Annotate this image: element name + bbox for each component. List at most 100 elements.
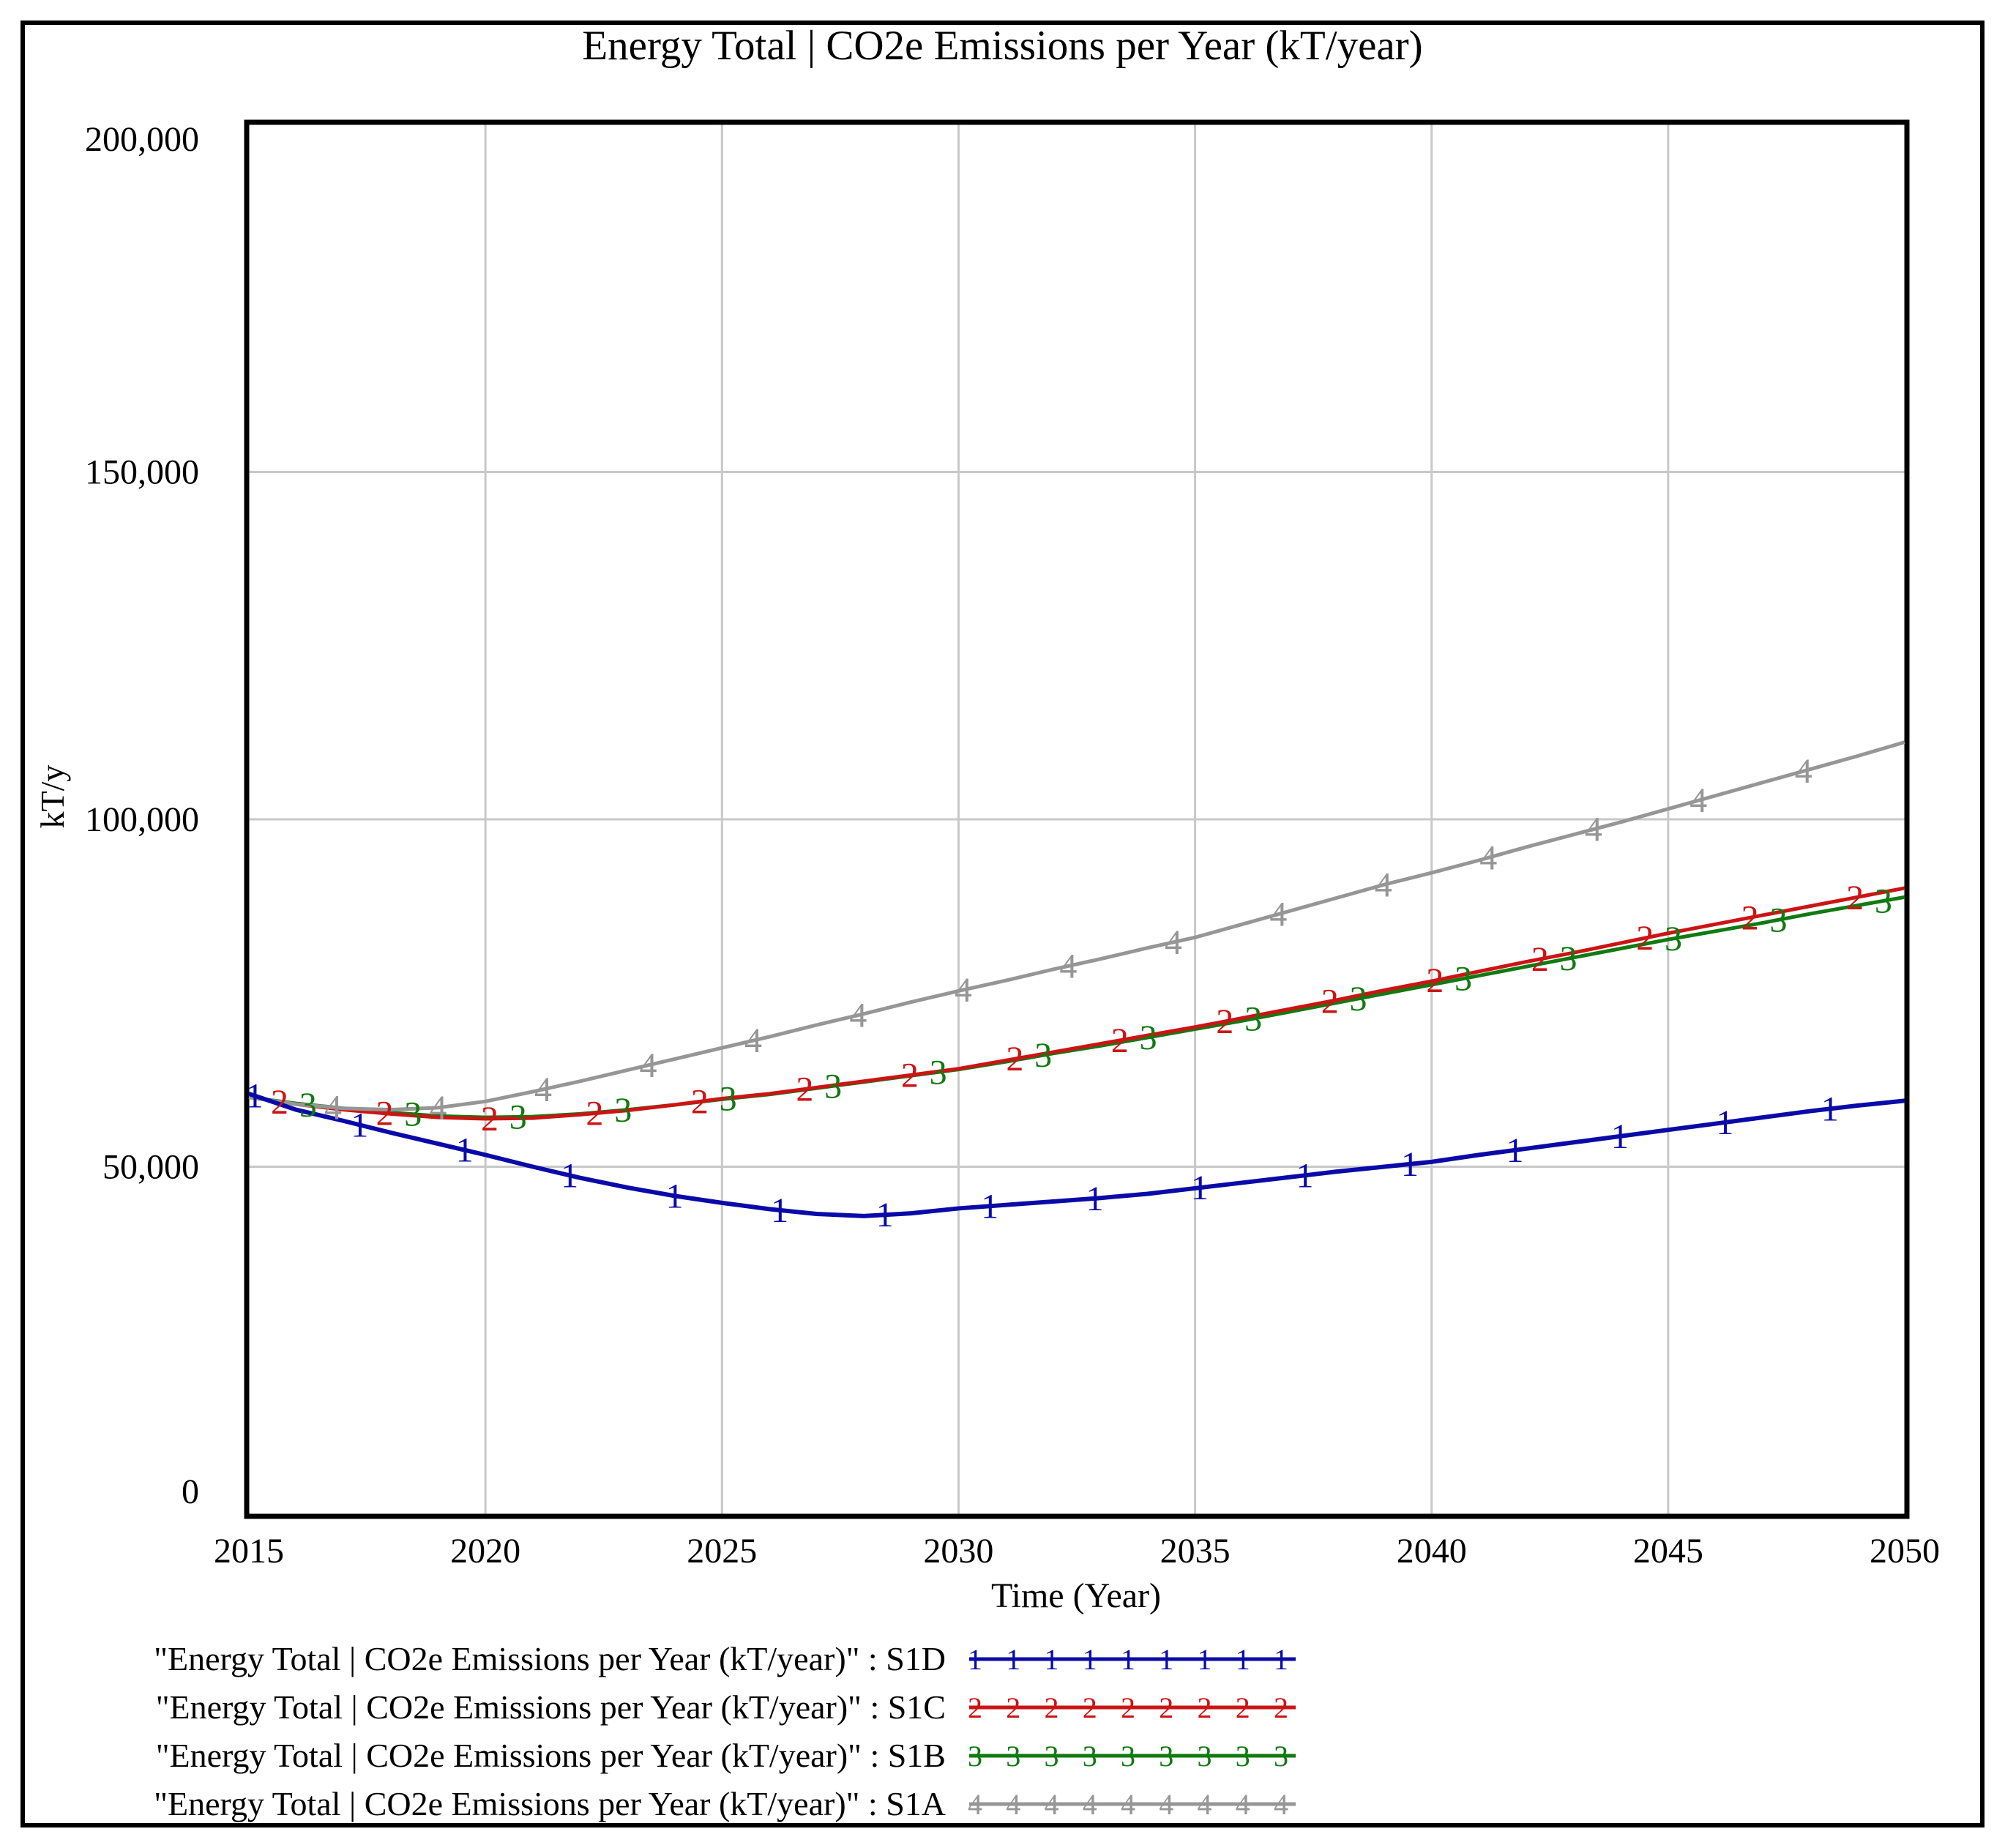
series-marker-S1A: 4 <box>639 1046 657 1085</box>
series-marker-S1D: 1 <box>876 1196 894 1234</box>
series-marker-S1B: 3 <box>1455 960 1472 999</box>
series-marker-S1A: 4 <box>430 1089 447 1128</box>
series-marker-S1C: 2 <box>901 1056 919 1095</box>
series-marker-S1D: 1 <box>456 1131 474 1170</box>
series-marker-S1A: 4 <box>1585 811 1602 849</box>
series-marker-S1C: 2 <box>691 1083 709 1122</box>
series-marker-S1C: 2 <box>586 1095 603 1133</box>
series-marker-S1C: 2 <box>796 1070 813 1109</box>
series-marker-S1D: 1 <box>1506 1131 1523 1170</box>
legend-marker-S1D: 1 <box>1083 1643 1097 1676</box>
legend-marker-S1A: 4 <box>1045 1788 1059 1821</box>
legend-marker-S1A: 4 <box>1159 1788 1173 1821</box>
legend-marker-S1B: 3 <box>1198 1740 1212 1773</box>
outer-frame <box>20 21 1985 1827</box>
series-marker-S1C: 2 <box>1216 1002 1233 1041</box>
legend-marker-S1B: 3 <box>1045 1740 1059 1773</box>
series-marker-S1A: 4 <box>1795 752 1812 791</box>
legend-marker-S1D: 1 <box>1045 1643 1059 1676</box>
y-tick-label: 50,000 <box>102 1148 199 1187</box>
series-marker-S1A: 4 <box>324 1089 342 1128</box>
series-marker-S1B: 3 <box>404 1095 422 1134</box>
legend-marker-S1C: 2 <box>1198 1691 1212 1724</box>
series-marker-S1A: 4 <box>1375 866 1392 905</box>
series-marker-S1A: 4 <box>849 996 867 1035</box>
legend-label-S1A: "Energy Total | CO2e Emissions per Year … <box>154 1785 946 1822</box>
legend-label-S1C: "Energy Total | CO2e Emissions per Year … <box>155 1688 946 1726</box>
legend-marker-S1C: 2 <box>1121 1691 1135 1724</box>
legend-marker-S1D: 1 <box>1274 1643 1288 1676</box>
series-marker-S1C: 2 <box>1741 898 1759 937</box>
legend-marker-S1C: 2 <box>1045 1691 1059 1724</box>
legend-marker-S1B: 3 <box>1236 1740 1250 1773</box>
legend-marker-S1B: 3 <box>1159 1740 1173 1773</box>
series-marker-S1C: 2 <box>1531 940 1549 979</box>
series-marker-S1B: 3 <box>720 1080 737 1119</box>
series-marker-S1A: 4 <box>1689 781 1707 820</box>
x-tick-label: 2035 <box>1160 1532 1231 1571</box>
legend-marker-S1D: 1 <box>1159 1643 1173 1676</box>
legend-marker-S1B: 3 <box>968 1740 982 1773</box>
legend-marker-S1D: 1 <box>1006 1643 1020 1676</box>
legend-marker-S1A: 4 <box>968 1788 982 1821</box>
series-marker-S1C: 2 <box>1321 983 1339 1021</box>
series-marker-S1D: 1 <box>666 1177 684 1215</box>
series-marker-S1B: 3 <box>1665 920 1682 958</box>
series-marker-S1B: 3 <box>1875 882 1892 920</box>
x-tick-label: 2040 <box>1397 1532 1467 1571</box>
series-marker-S1C: 2 <box>1846 879 1864 917</box>
legend-marker-S1A: 4 <box>1083 1788 1097 1821</box>
legend-marker-S1D: 1 <box>1198 1643 1212 1676</box>
y-tick-label: 0 <box>182 1472 199 1511</box>
y-tick-label: 100,000 <box>85 800 199 839</box>
series-marker-S1A: 4 <box>1059 947 1077 986</box>
series-marker-S1B: 3 <box>1559 939 1577 978</box>
legend-marker-S1B: 3 <box>1274 1740 1288 1773</box>
series-marker-S1A: 4 <box>534 1070 552 1109</box>
legend-marker-S1A: 4 <box>1121 1788 1135 1821</box>
series-marker-S1C: 2 <box>376 1095 393 1133</box>
legend-marker-S1B: 3 <box>1121 1740 1135 1773</box>
series-marker-S1B: 3 <box>1769 901 1787 939</box>
plot-border <box>244 119 1910 1519</box>
series-marker-S1B: 3 <box>614 1091 632 1130</box>
legend-marker-S1A: 4 <box>1006 1788 1020 1821</box>
series-marker-S1A: 4 <box>744 1021 762 1060</box>
series-marker-S1C: 2 <box>1006 1040 1023 1078</box>
series-marker-S1D: 1 <box>1296 1156 1314 1195</box>
series-marker-S1D: 1 <box>561 1156 578 1195</box>
chart-title: Energy Total | CO2e Emissions per Year (… <box>582 23 1423 69</box>
legend-marker-S1C: 2 <box>968 1691 982 1724</box>
series-marker-S1D: 1 <box>981 1187 998 1226</box>
x-axis-title: Time (Year) <box>990 1576 1162 1615</box>
legend-marker-S1D: 1 <box>1121 1643 1135 1676</box>
y-tick-label: 150,000 <box>85 453 199 492</box>
series-line-S1A <box>248 740 1905 1112</box>
legend-marker-S1A: 4 <box>1236 1788 1250 1821</box>
series-marker-S1D: 1 <box>1191 1169 1209 1207</box>
legend-row-S1D: "Energy Total | CO2e Emissions per Year … <box>0 1635 2005 1683</box>
legend-row-S1C: "Energy Total | CO2e Emissions per Year … <box>0 1683 2005 1732</box>
legend-marker-S1A: 4 <box>1274 1788 1288 1821</box>
legend-marker-S1D: 1 <box>968 1643 982 1676</box>
series-marker-S1B: 3 <box>1350 980 1367 1018</box>
series-marker-S1B: 3 <box>509 1098 527 1136</box>
x-tick-label: 2050 <box>1870 1532 1940 1571</box>
legend-marker-S1B: 3 <box>1083 1740 1097 1773</box>
x-tick-label: 2045 <box>1633 1532 1703 1571</box>
legend-row-S1B: "Energy Total | CO2e Emissions per Year … <box>0 1732 2005 1780</box>
series-marker-S1B: 3 <box>1244 999 1262 1038</box>
series-marker-S1C: 2 <box>271 1083 288 1122</box>
series-marker-S1A: 4 <box>955 971 972 1010</box>
legend-marker-S1C: 2 <box>1159 1691 1173 1724</box>
series-marker-S1D: 1 <box>1821 1089 1839 1128</box>
series-marker-S1C: 2 <box>1426 961 1444 1000</box>
y-tick-label: 200,000 <box>85 120 199 159</box>
series-marker-S1D: 1 <box>351 1106 368 1144</box>
legend-marker-S1C: 2 <box>1236 1691 1250 1724</box>
